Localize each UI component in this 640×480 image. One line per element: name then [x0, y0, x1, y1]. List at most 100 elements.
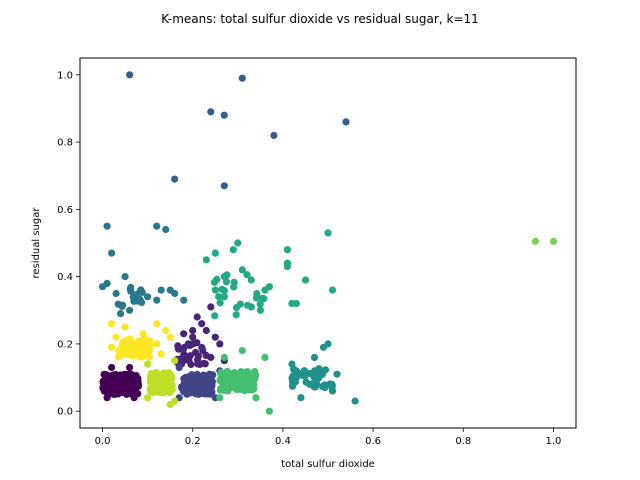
scatter-point-cluster-3 — [220, 182, 228, 190]
scatter-point-cluster-6 — [256, 300, 264, 308]
scatter-point-cluster-5 — [297, 394, 305, 402]
scatter-point-cluster-3 — [238, 74, 246, 82]
x-axis-ticks: 0.0 0.2 0.4 0.6 0.8 1.0 — [95, 428, 562, 447]
scatter-point-cluster-5 — [319, 343, 328, 351]
scatter-point-cluster-4 — [136, 288, 144, 296]
scatter-point-cluster-9 — [144, 394, 152, 402]
scatter-point-cluster-3 — [207, 108, 215, 116]
y-tick-label: 0.6 — [57, 205, 73, 216]
scatter-point-cluster-10 — [121, 323, 129, 331]
scatter-point-cluster-6 — [213, 275, 221, 283]
scatter-point-cluster-7 — [248, 386, 256, 394]
scatter-point-cluster-1 — [189, 326, 197, 335]
scatter-point-cluster-7 — [216, 394, 224, 402]
scatter-point-cluster-6 — [211, 249, 219, 257]
scatter-point-cluster-5 — [310, 353, 319, 361]
scatter-point-cluster-0 — [103, 387, 111, 395]
scatter-point-cluster-5 — [296, 370, 304, 378]
scatter-point-cluster-6 — [215, 293, 223, 301]
scatter-point-cluster-6 — [260, 295, 268, 303]
scatter-point-cluster-6 — [202, 256, 210, 264]
scatter-point-cluster-0 — [123, 388, 131, 396]
scatter-point-cluster-10 — [135, 352, 143, 360]
scatter-point-cluster-6 — [283, 259, 291, 267]
scatter-point-cluster-1 — [207, 353, 215, 361]
scatter-point-cluster-5 — [328, 387, 337, 395]
scatter-point-cluster-10 — [108, 320, 116, 328]
y-tick-label: 0.4 — [57, 272, 73, 283]
scatter-point-cluster-4 — [118, 302, 126, 310]
scatter-point-cluster-1 — [194, 360, 202, 368]
scatter-point-cluster-7 — [217, 368, 225, 376]
scatter-point-cluster-6 — [324, 229, 332, 237]
scatter-point-cluster-6 — [232, 311, 240, 319]
scatter-point-cluster-0 — [123, 380, 131, 388]
scatter-point-cluster-4 — [157, 286, 165, 294]
scatter-point-cluster-7 — [245, 369, 253, 378]
scatter-point-cluster-1 — [199, 346, 207, 354]
x-tick-label: 0.8 — [455, 436, 471, 447]
scatter-point-cluster-4 — [180, 296, 188, 304]
scatter-point-cluster-10 — [153, 340, 161, 348]
scatter-point-cluster-3 — [171, 175, 179, 183]
scatter-point-cluster-5 — [351, 397, 359, 405]
scatter-point-cluster-7 — [226, 372, 234, 380]
scatter-point-cluster-6 — [238, 266, 246, 274]
scatter-point-cluster-7 — [238, 347, 246, 355]
x-tick-label: 0.2 — [185, 436, 201, 447]
scatter-point-cluster-9 — [165, 381, 173, 389]
y-axis-ticks: 0.0 0.2 0.4 0.6 0.8 1.0 — [57, 70, 80, 418]
scatter-point-cluster-10 — [121, 344, 129, 352]
scatter-point-cluster-4 — [121, 273, 129, 281]
scatter-point-cluster-2 — [207, 375, 215, 383]
scatter-point-cluster-9 — [157, 389, 165, 397]
scatter-point-cluster-3 — [342, 118, 350, 126]
x-axis-label: total sulfur dioxide — [281, 459, 375, 470]
scatter-point-cluster-4 — [171, 289, 179, 298]
scatter-point-cluster-6 — [288, 299, 296, 308]
scatter-point-cluster-3 — [270, 131, 278, 139]
scatter-point-cluster-10 — [166, 333, 174, 341]
x-tick-label: 1.0 — [546, 436, 562, 447]
scatter-point-cluster-2 — [199, 373, 207, 381]
plot-frame — [79, 57, 577, 429]
scatter-point-cluster-10 — [132, 340, 140, 348]
scatter-point-cluster-4 — [153, 222, 161, 230]
scatter-point-cluster-2 — [181, 377, 189, 385]
scatter-point-cluster-2 — [175, 363, 183, 372]
scatter-point-cluster-1 — [216, 340, 224, 348]
scatter-point-cluster-1 — [201, 360, 209, 368]
scatter-point-cluster-4 — [162, 225, 170, 234]
scatter-point-cluster-6 — [218, 285, 226, 293]
scatter-point-cluster-7 — [220, 353, 228, 361]
scatter-point-cluster-2 — [191, 372, 199, 380]
chart-title: K-means: total sulfur dioxide vs residua… — [161, 12, 478, 26]
scatter-point-cluster-6 — [243, 271, 251, 279]
scatter-point-cluster-4 — [126, 306, 134, 314]
scatter-point-cluster-6 — [216, 299, 224, 307]
scatter-point-cluster-10 — [157, 350, 165, 358]
scatter-point-cluster-1 — [198, 320, 206, 328]
scatter-point-cluster-5 — [309, 379, 317, 387]
scatter-point-cluster-1 — [189, 340, 197, 348]
scatter-point-cluster-6 — [247, 303, 255, 311]
scatter-point-cluster-0 — [130, 394, 138, 402]
scatter-point-cluster-0 — [108, 363, 116, 372]
scatter-point-cluster-10 — [144, 346, 152, 354]
scatter-point-cluster-6 — [211, 286, 219, 294]
scatter-point-cluster-6 — [252, 294, 260, 302]
scatter-point-cluster-0 — [126, 363, 134, 372]
points-layer — [98, 71, 558, 415]
scatter-point-cluster-9 — [148, 376, 156, 384]
scatter-point-cluster-10 — [108, 343, 116, 351]
scatter-point-cluster-7 — [244, 380, 252, 388]
scatter-point-cluster-2 — [189, 382, 197, 390]
scatter-point-cluster-6 — [247, 276, 255, 284]
scatter-point-cluster-2 — [207, 386, 215, 394]
x-tick-label: 0.4 — [275, 436, 291, 447]
scatter-point-cluster-6 — [301, 276, 310, 284]
scatter-point-cluster-10 — [162, 326, 170, 335]
scatter-point-cluster-0 — [125, 374, 133, 382]
scatter-point-cluster-6 — [256, 306, 264, 314]
